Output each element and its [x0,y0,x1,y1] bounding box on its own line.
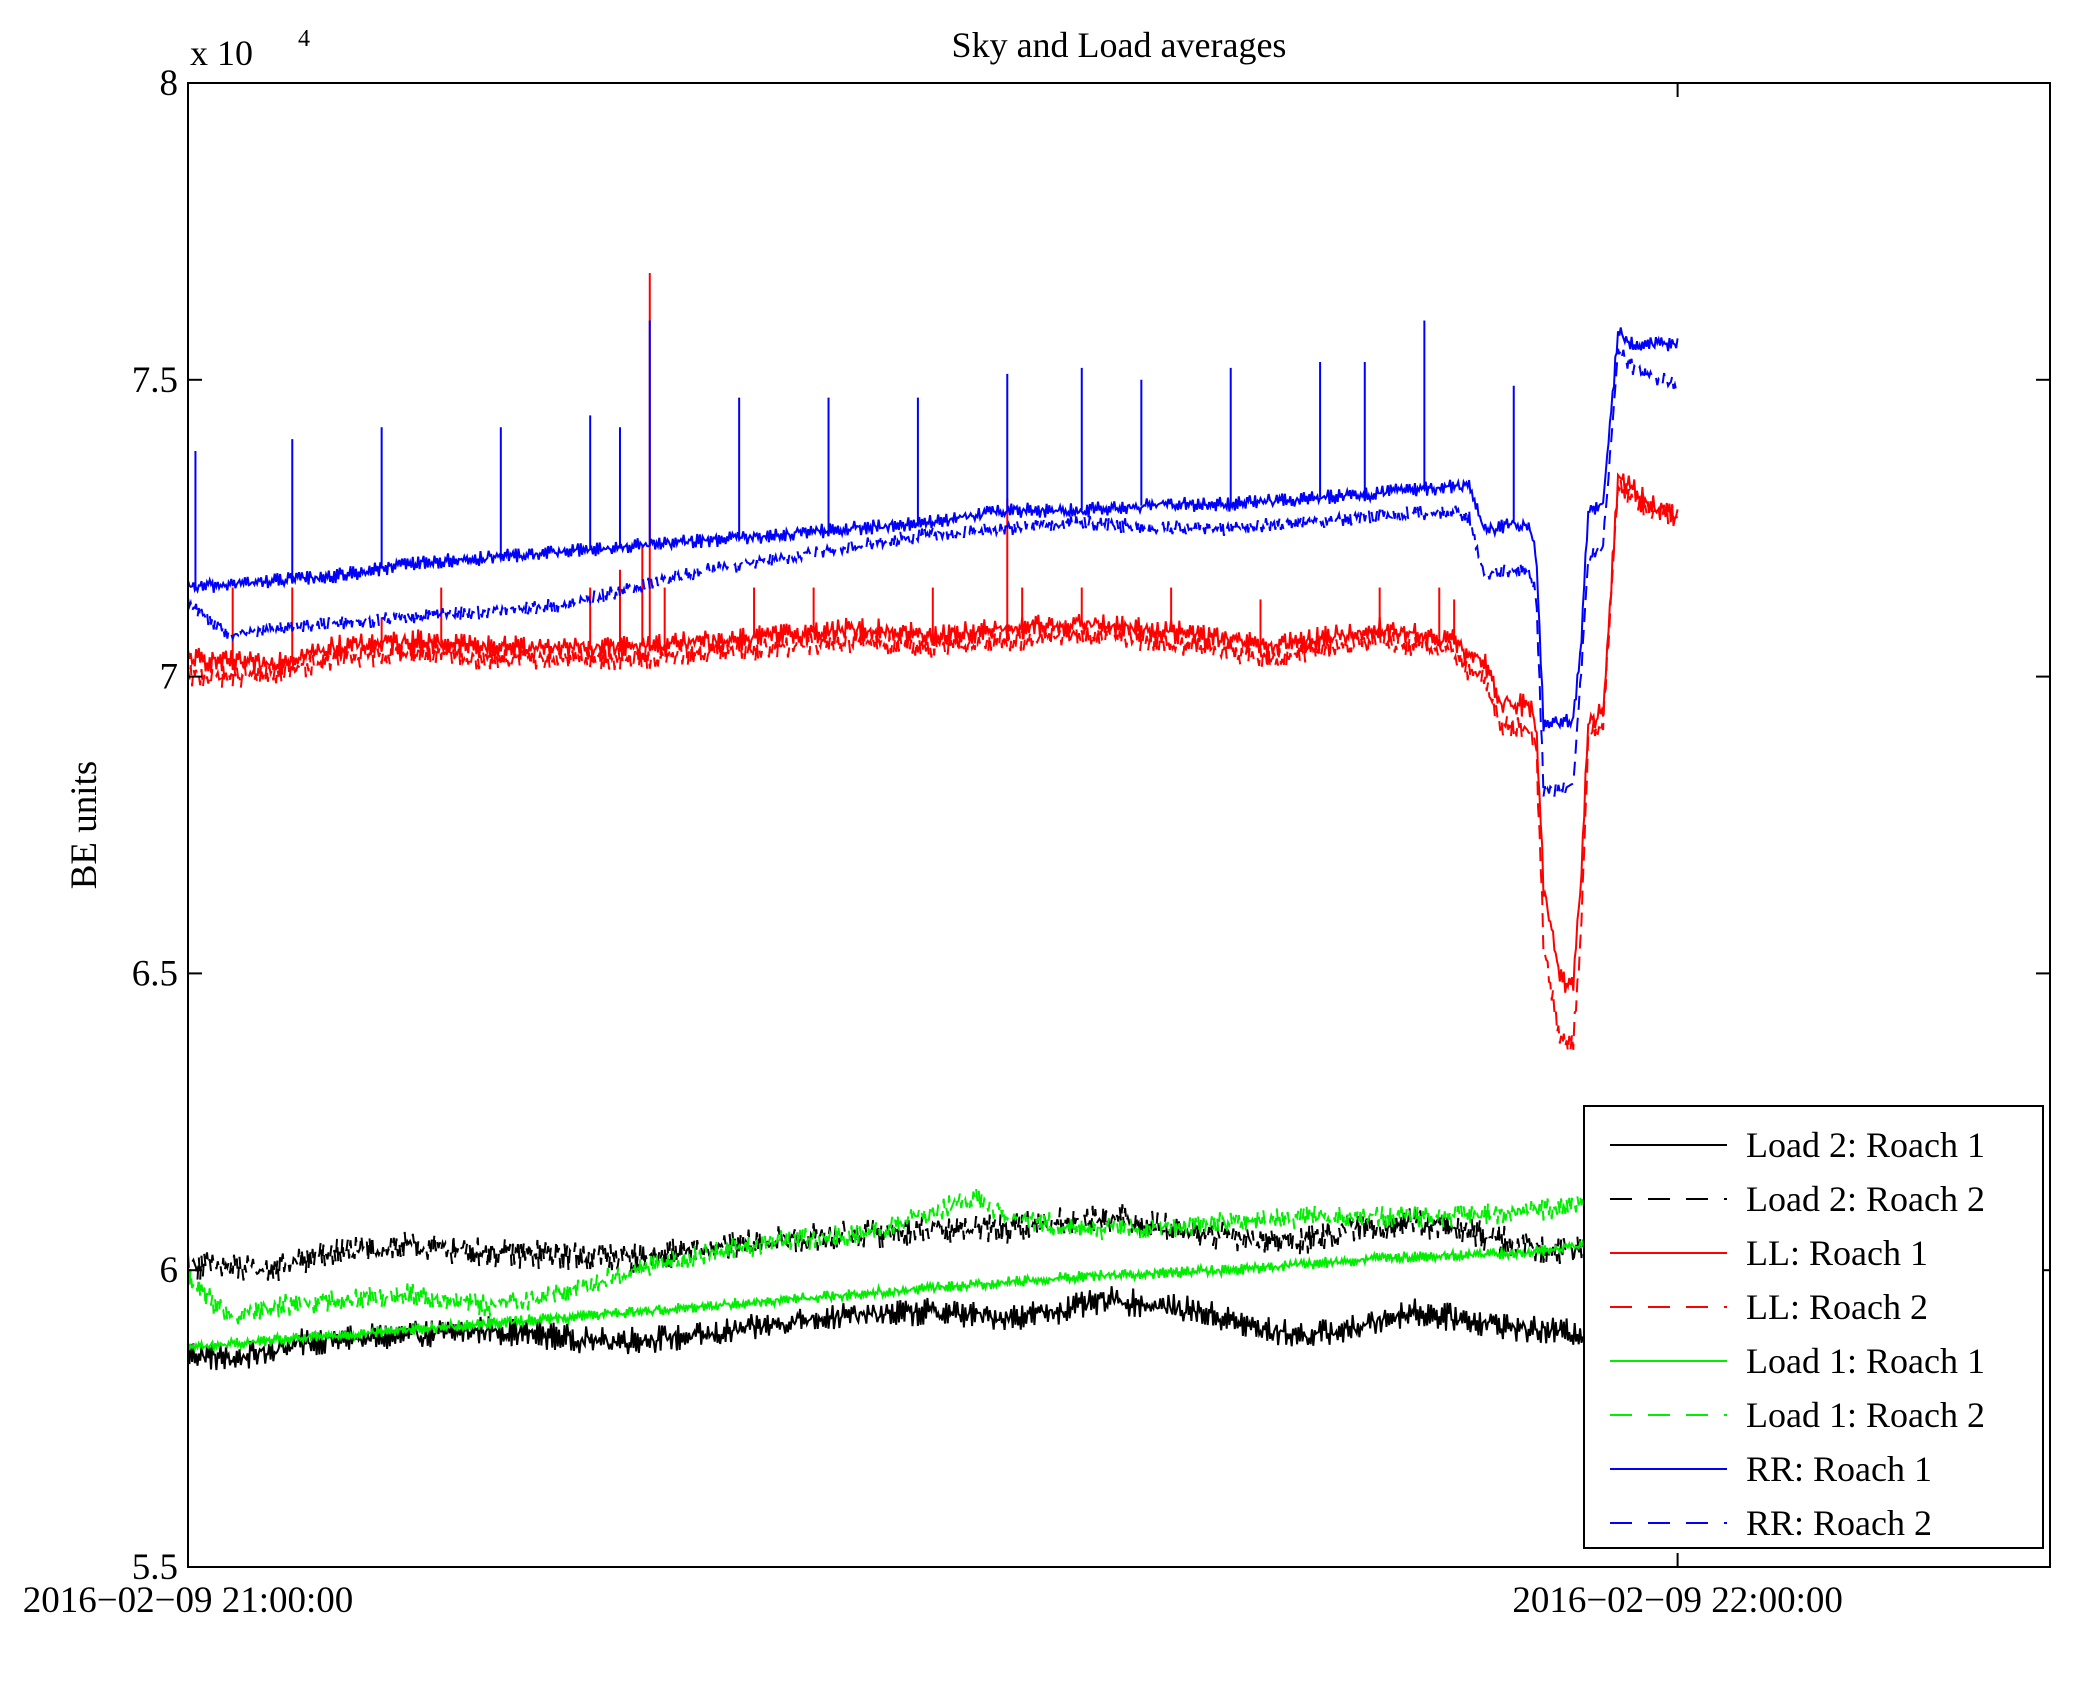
x-tick-label-0: 2016−02−09 21:00:00 [23,1580,354,1621]
plot-frame [187,82,2051,1568]
legend-items: Load 2: Roach 1 Load 2: Roach 2 LL: Roach … [1610,1125,1985,1543]
series-line-5 [187,1188,1679,1325]
legend-label-7: RR: Roach 2 [1746,1503,1932,1543]
y-tick-label-1: 6 [160,1250,179,1291]
legend-label-0: Load 2: Roach 1 [1746,1125,1985,1165]
y-tick-label-5: 8 [160,63,179,104]
chart-title: Sky and Load averages [952,25,1287,65]
legend-label-1: Load 2: Roach 2 [1746,1179,1985,1219]
y-tick-label-4: 7.5 [132,360,178,401]
y-scale-multiplier: x 10 [190,33,253,73]
y-tick-label-2: 6.5 [132,953,178,994]
legend-label-2: LL: Roach 1 [1746,1233,1928,1273]
series-line-6 [187,327,1679,732]
legend-label-4: Load 1: Roach 1 [1746,1341,1985,1381]
y-axis-label: BE units [64,761,105,890]
legend-label-5: Load 1: Roach 2 [1746,1395,1985,1435]
x-tick-labels: 2016−02−09 21:00:00 2016−02−09 22:00:00 [23,1580,1843,1621]
legend-label-3: LL: Roach 2 [1746,1287,1928,1327]
legend-label-6: RR: Roach 1 [1746,1449,1932,1489]
series-line-1 [187,1204,1679,1281]
y-tick-label-0: 5.5 [132,1547,178,1588]
legend: Load 2: Roach 1 Load 2: Roach 2 LL: Roach … [1583,1105,2044,1549]
series-layer [187,272,1679,1371]
legend-box [1583,1105,2044,1549]
series-line-4 [187,1227,1679,1354]
y-tick-labels: 5.5 6 6.5 7 7.5 8 [132,63,178,1588]
y-scale-exponent: 4 [298,26,310,52]
x-tick-label-1: 2016−02−09 22:00:00 [1512,1580,1843,1621]
y-tick-label-3: 7 [160,657,179,698]
